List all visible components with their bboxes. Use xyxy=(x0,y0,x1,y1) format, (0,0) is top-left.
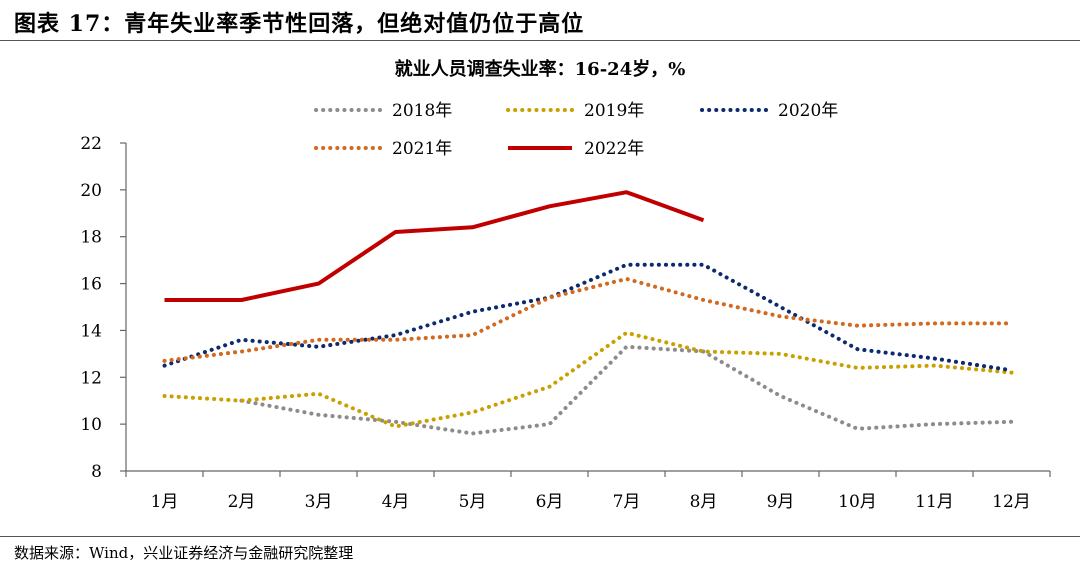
legend: 2018年 2019年 2020年 2021年 2022年 xyxy=(314,101,838,159)
y-tick-label: 14 xyxy=(80,321,102,341)
x-tick-label: 2月 xyxy=(228,492,256,512)
legend-item: 2022年 xyxy=(508,139,644,159)
series-line xyxy=(162,276,1014,363)
x-tick-label: 8月 xyxy=(690,492,718,512)
legend-label: 2021年 xyxy=(392,139,452,159)
x-tick-label: 4月 xyxy=(382,492,410,512)
y-tick-label: 18 xyxy=(80,228,102,248)
y-tick-label: 20 xyxy=(80,181,102,201)
legend-item: 2020年 xyxy=(700,101,838,121)
x-tick-label: 11月 xyxy=(915,492,954,512)
axes: 8 10 12 14 16 18 20 22 1月 2月 3月 4月 5月 6月 7月 8月 9月 10月 11月 1… xyxy=(80,134,1051,512)
y-tick-label: 8 xyxy=(91,462,102,482)
legend-label: 2022年 xyxy=(584,139,644,159)
x-tick-label: 6月 xyxy=(536,492,564,512)
y-tick-label: 12 xyxy=(80,368,102,388)
figure-title: 图表 17：青年失业率季节性回落，但绝对值仍位于高位 xyxy=(14,11,585,37)
legend-item: 2021年 xyxy=(314,139,452,159)
x-tick-label: 3月 xyxy=(305,492,333,512)
series-layer xyxy=(162,190,1014,436)
x-tick-label: 10月 xyxy=(838,492,877,512)
series-line xyxy=(162,262,1014,373)
legend-item: 2018年 xyxy=(314,101,452,121)
bottom-divider xyxy=(0,536,1080,537)
top-divider xyxy=(0,40,1080,41)
x-tick-label: 5月 xyxy=(459,492,487,512)
legend-item: 2019年 xyxy=(506,101,644,121)
x-tick-label: 12月 xyxy=(992,492,1031,512)
series-line xyxy=(164,190,705,302)
y-tick-label: 16 xyxy=(80,275,102,295)
x-tick-label: 7月 xyxy=(613,492,641,512)
series-line xyxy=(239,344,1014,436)
series-line xyxy=(162,330,1014,429)
x-tick-label: 9月 xyxy=(767,492,795,512)
y-tick-label: 22 xyxy=(80,134,102,154)
x-tick-label: 1月 xyxy=(151,492,179,512)
source-note: 数据来源：Wind，兴业证券经济与金融研究院整理 xyxy=(14,544,354,562)
y-tick-label: 10 xyxy=(80,415,102,435)
legend-label: 2018年 xyxy=(392,101,452,121)
legend-label: 2020年 xyxy=(778,101,838,121)
chart-title: 就业人员调查失业率：16-24岁，% xyxy=(395,58,686,80)
legend-label: 2019年 xyxy=(584,101,644,121)
